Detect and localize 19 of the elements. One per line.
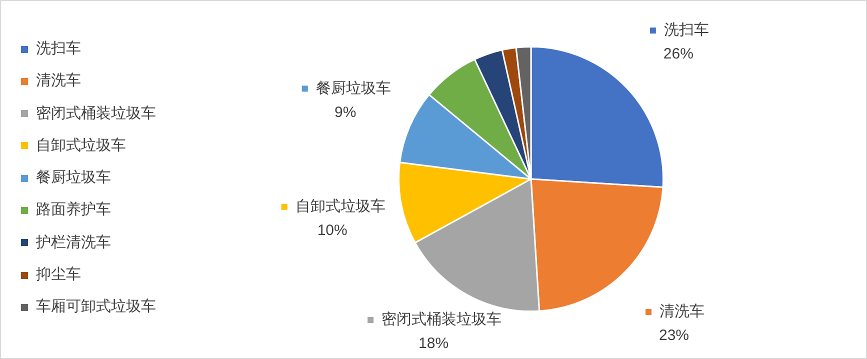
- category-label: 密闭式桶装垃圾车: [36, 104, 156, 122]
- legend-label: 洗扫车: [664, 22, 709, 39]
- data-label: 23%: [658, 327, 690, 344]
- category-label: 洗扫车: [36, 40, 81, 57]
- legend-label: 自卸式垃圾车: [295, 198, 386, 216]
- legend-label: 抑尘车: [36, 266, 81, 284]
- legend-label: 车厢可卸式垃圾车: [36, 298, 156, 316]
- legend-label: 餐厨垃圾车: [316, 80, 391, 97]
- data-label: 10%: [317, 222, 348, 240]
- legend-label: 密闭式桶装垃圾车: [382, 311, 502, 328]
- category-label: 自卸式垃圾车: [36, 136, 126, 154]
- category-label: 餐厨垃圾车: [36, 169, 111, 186]
- category-label: 清洗车: [36, 72, 81, 90]
- data-label: 9%: [334, 104, 356, 121]
- legend-label: 路面养护车: [36, 201, 111, 218]
- legend-label: 清洗车: [660, 303, 705, 320]
- data-label: 26%: [663, 46, 694, 63]
- legend-label: 护栏清洗车: [36, 234, 111, 251]
- data-label: 18%: [418, 335, 449, 352]
